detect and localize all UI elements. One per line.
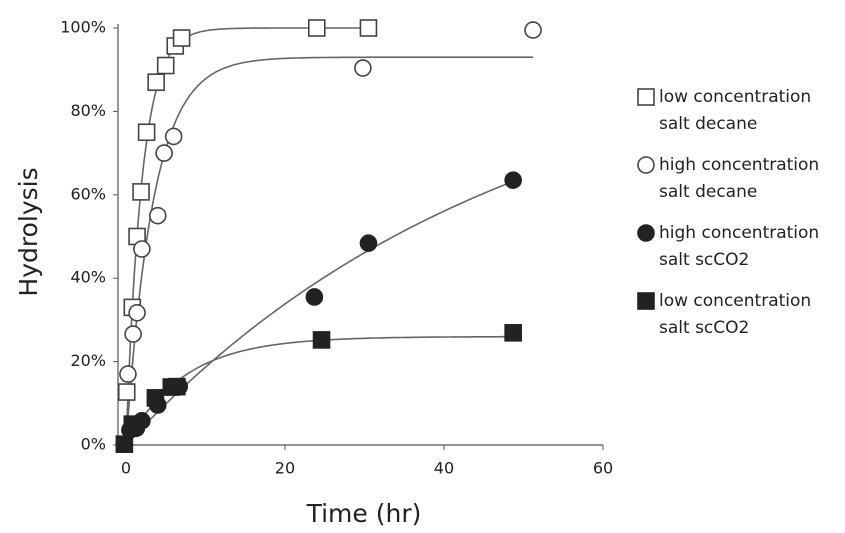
y-tick-label: 20%	[70, 351, 106, 370]
legend-swatch	[637, 88, 655, 106]
y-tick-label: 60%	[70, 184, 106, 203]
marker	[124, 325, 142, 343]
legend-item: high concentration salt scCO2	[636, 220, 841, 280]
marker	[504, 324, 522, 342]
marker	[637, 292, 655, 310]
marker	[156, 56, 175, 75]
marker	[354, 59, 372, 77]
x-tick-label: 60	[593, 459, 613, 478]
x-tick-label: 0	[121, 459, 131, 478]
marker	[168, 377, 186, 396]
trend-line	[125, 180, 514, 446]
x-tick-label: 20	[275, 459, 295, 478]
marker	[147, 73, 165, 92]
marker	[637, 88, 655, 106]
y-axis-title: Hydrolysis	[14, 167, 43, 296]
legend: low concentration salt decane high concen…	[636, 84, 841, 356]
x-tick-label: 40	[434, 459, 454, 478]
y-tick-label: 80%	[70, 101, 106, 120]
marker	[305, 288, 324, 306]
marker	[504, 171, 522, 190]
legend-label: low concentration salt scCO2	[659, 291, 812, 338]
marker	[312, 331, 331, 349]
legend-swatch	[637, 292, 655, 310]
legend-item: low concentration salt decane	[636, 84, 841, 144]
marker	[359, 19, 378, 37]
legend-swatch	[637, 156, 655, 174]
marker	[128, 304, 146, 322]
marker	[137, 123, 156, 142]
legend-swatch	[637, 224, 655, 242]
x-axis-title: Time (hr)	[306, 499, 422, 528]
y-tick-label: 100%	[60, 18, 106, 37]
legend-label: high concentration salt scCO2	[659, 223, 820, 270]
marker	[524, 21, 542, 39]
y-tick-label: 40%	[70, 268, 106, 287]
marker	[155, 144, 173, 162]
marker	[123, 415, 142, 433]
marker	[359, 234, 378, 252]
marker	[172, 29, 191, 47]
marker	[133, 240, 151, 258]
marker	[146, 389, 165, 407]
marker	[132, 183, 150, 201]
marker	[117, 383, 136, 401]
marker	[637, 224, 655, 242]
trend-line	[125, 56, 533, 446]
y-tick-label: 0%	[81, 435, 106, 454]
marker	[119, 365, 137, 383]
legend-label: high concentration salt decane	[659, 155, 820, 202]
marker	[148, 206, 167, 225]
marker	[164, 127, 183, 146]
marker	[637, 156, 655, 174]
marker	[307, 19, 326, 37]
legend-item: low concentration salt scCO2	[636, 288, 841, 348]
legend-label: low concentration salt decane	[659, 87, 812, 134]
legend-item: high concentration salt decane	[636, 152, 841, 212]
marker	[115, 435, 134, 453]
